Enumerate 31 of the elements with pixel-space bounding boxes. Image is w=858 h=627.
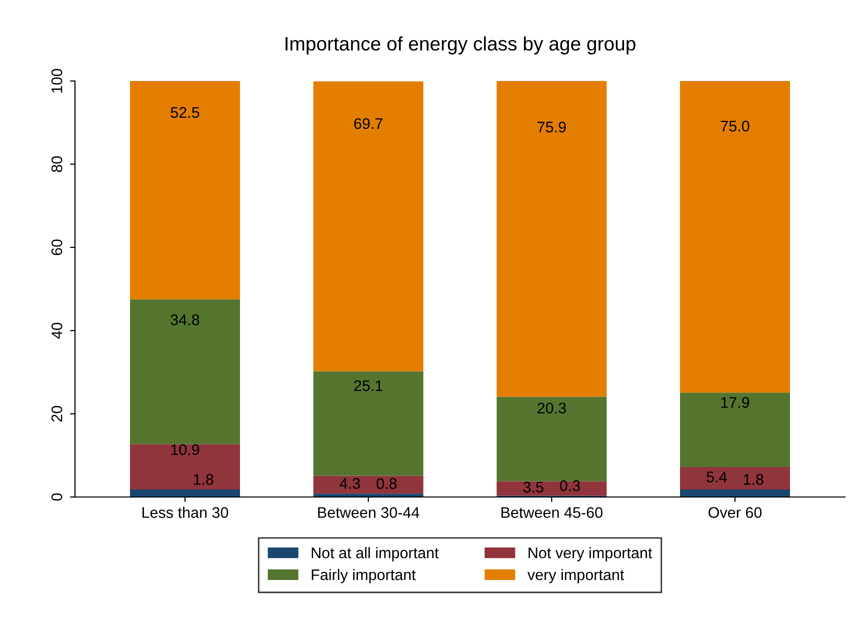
data-label: 1.8: [744, 474, 764, 485]
y-tick-label: 100: [51, 68, 62, 93]
legend-label: very important: [527, 568, 624, 584]
y-tick-label: 60: [51, 240, 62, 256]
chart-title: Importance of energy class by age group: [286, 36, 636, 54]
legend-label: Not very important: [528, 547, 652, 562]
data-label: 0.8: [376, 478, 397, 489]
y-tick-label: 80: [51, 156, 62, 172]
y-tick-label: 20: [51, 406, 62, 422]
data-label: 0.3: [560, 480, 580, 492]
data-label: 69.7: [354, 118, 382, 130]
data-label: 3.5: [523, 482, 544, 493]
data-label: 34.8: [170, 314, 200, 326]
data-label: 1.8: [194, 474, 214, 485]
data-label: 75.9: [538, 122, 566, 132]
legend-label: Fairly important: [312, 568, 416, 584]
x-tick-label: Over 60: [708, 507, 762, 518]
data-label: 20.3: [538, 402, 566, 414]
y-tick-label: 40: [51, 322, 62, 339]
data-label: 52.5: [170, 107, 200, 118]
x-tick-label: Between 30-44: [318, 507, 420, 518]
data-label: 75.0: [720, 120, 750, 132]
x-tick-label: Between 45-60: [502, 507, 602, 518]
y-tick-label: 0: [51, 493, 62, 501]
data-label: 17.9: [721, 397, 750, 408]
data-label: 10.9: [171, 444, 200, 456]
data-label: 5.4: [706, 472, 727, 482]
data-label: 25.1: [354, 380, 382, 392]
data-label: 4.3: [340, 478, 360, 489]
legend-label: Not at all important: [312, 547, 439, 562]
x-tick-label: Less than 30: [142, 506, 228, 518]
